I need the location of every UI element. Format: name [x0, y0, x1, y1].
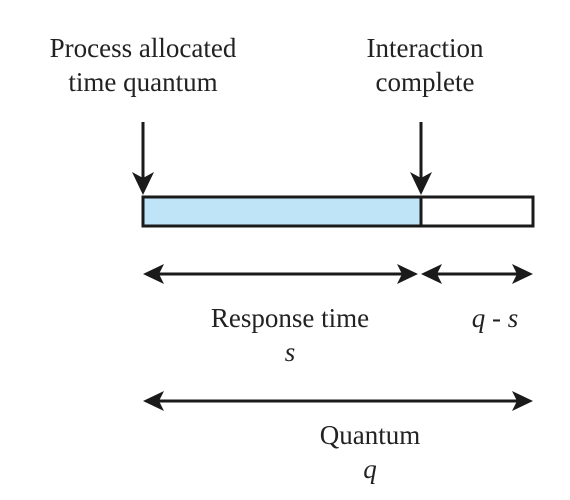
response-time-arrow	[143, 264, 418, 284]
down-arrow-icon	[132, 122, 154, 195]
quantum-arrow	[143, 391, 533, 411]
interaction-label: Interaction	[335, 32, 515, 64]
unused-segment	[421, 197, 533, 226]
quantum-label: Quantum	[290, 419, 450, 451]
complete-label: complete	[335, 66, 515, 98]
process-allocated-label: Process allocated	[28, 32, 258, 64]
down-arrow-icon	[410, 122, 432, 195]
response-time-label: Response time	[180, 302, 400, 334]
remainder-label: q - s	[445, 302, 545, 334]
quantum-symbol-label: q	[330, 453, 410, 485]
quantum-bar	[143, 197, 533, 226]
remainder-arrow	[421, 264, 533, 284]
used-segment	[143, 197, 421, 226]
response-symbol-label: s	[250, 336, 330, 368]
time-quantum-label: time quantum	[28, 66, 258, 98]
